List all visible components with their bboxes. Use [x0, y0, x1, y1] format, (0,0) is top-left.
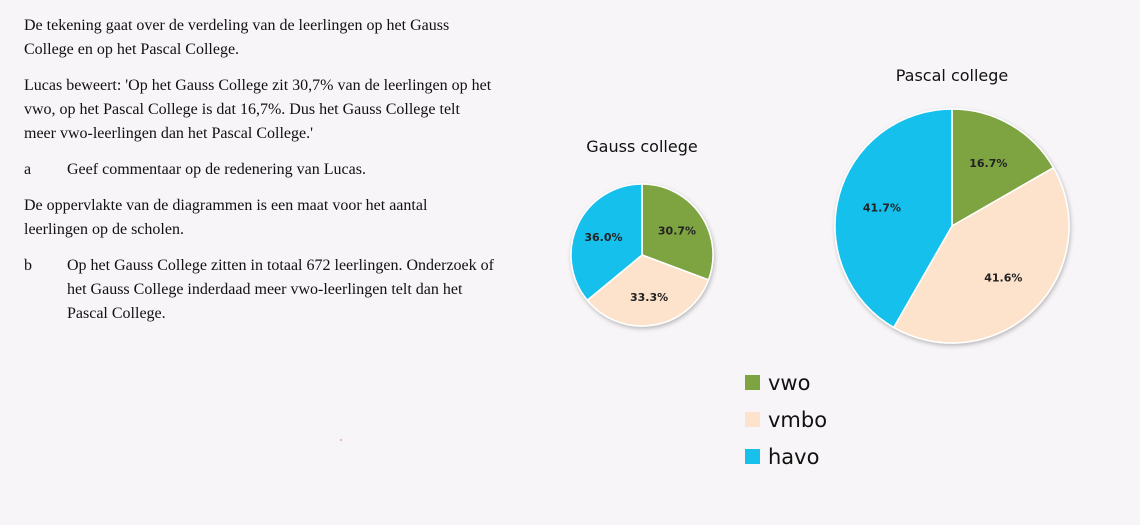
legend-label-havo: havo: [768, 444, 820, 469]
question-a-label: a: [24, 161, 32, 178]
gauss-slice-vmbo: [586, 254, 710, 327]
pascal-chart-title: Pascal college: [896, 66, 1009, 85]
gauss-label-vwo: 30.7%: [658, 225, 696, 238]
question-b: b Op het Gauss College zitten in totaal …: [24, 254, 494, 326]
legend-swatch-vmbo: [745, 412, 760, 427]
legend-item-vmbo: vmbo: [745, 401, 827, 438]
legend-item-vwo: vwo: [745, 364, 827, 401]
gauss-slice-vwo: [641, 183, 714, 281]
pascal-slice-havo: [834, 108, 953, 329]
gauss-label-vmbo: 33.3%: [630, 291, 668, 304]
pascal-label-vwo: 16.7%: [969, 157, 1007, 170]
legend-label-vwo: vwo: [768, 370, 811, 395]
claim-paragraph: Lucas beweert: 'Op het Gauss College zit…: [24, 77, 492, 142]
gauss-pie: Gauss college 30.7% 33.3% 36.0%: [570, 137, 714, 327]
question-a-text: Geef commentaar op de redenering van Luc…: [67, 161, 366, 178]
question-a: a Geef commentaar op de redenering van L…: [24, 158, 494, 182]
stray-dot: [340, 439, 342, 441]
legend-item-havo: havo: [745, 438, 827, 475]
pascal-label-vmbo: 41.6%: [984, 271, 1022, 284]
pascal-slice-vmbo: [892, 166, 1070, 344]
question-b-label: b: [24, 257, 32, 274]
pascal-slice-vwo: [951, 108, 1055, 228]
question-b-text: Op het Gauss College zitten in totaal 67…: [67, 257, 494, 322]
gauss-label-havo: 36.0%: [584, 231, 622, 244]
chart-legend: vwo vmbo havo: [745, 364, 827, 475]
legend-label-vmbo: vmbo: [768, 407, 828, 432]
gauss-slice-havo: [570, 183, 643, 302]
pascal-pie: Pascal college 16.7% 41.6% 41.7%: [834, 66, 1070, 344]
pascal-label-havo: 41.7%: [863, 201, 901, 214]
intro-paragraph: De tekening gaat over de verdeling van d…: [24, 17, 450, 58]
legend-swatch-vwo: [745, 375, 760, 390]
legend-swatch-havo: [745, 449, 760, 464]
area-note-paragraph: De oppervlakte van de diagrammen is een …: [24, 197, 428, 238]
exercise-text: De tekening gaat over de verdeling van d…: [24, 14, 494, 338]
gauss-chart-title: Gauss college: [586, 137, 697, 156]
